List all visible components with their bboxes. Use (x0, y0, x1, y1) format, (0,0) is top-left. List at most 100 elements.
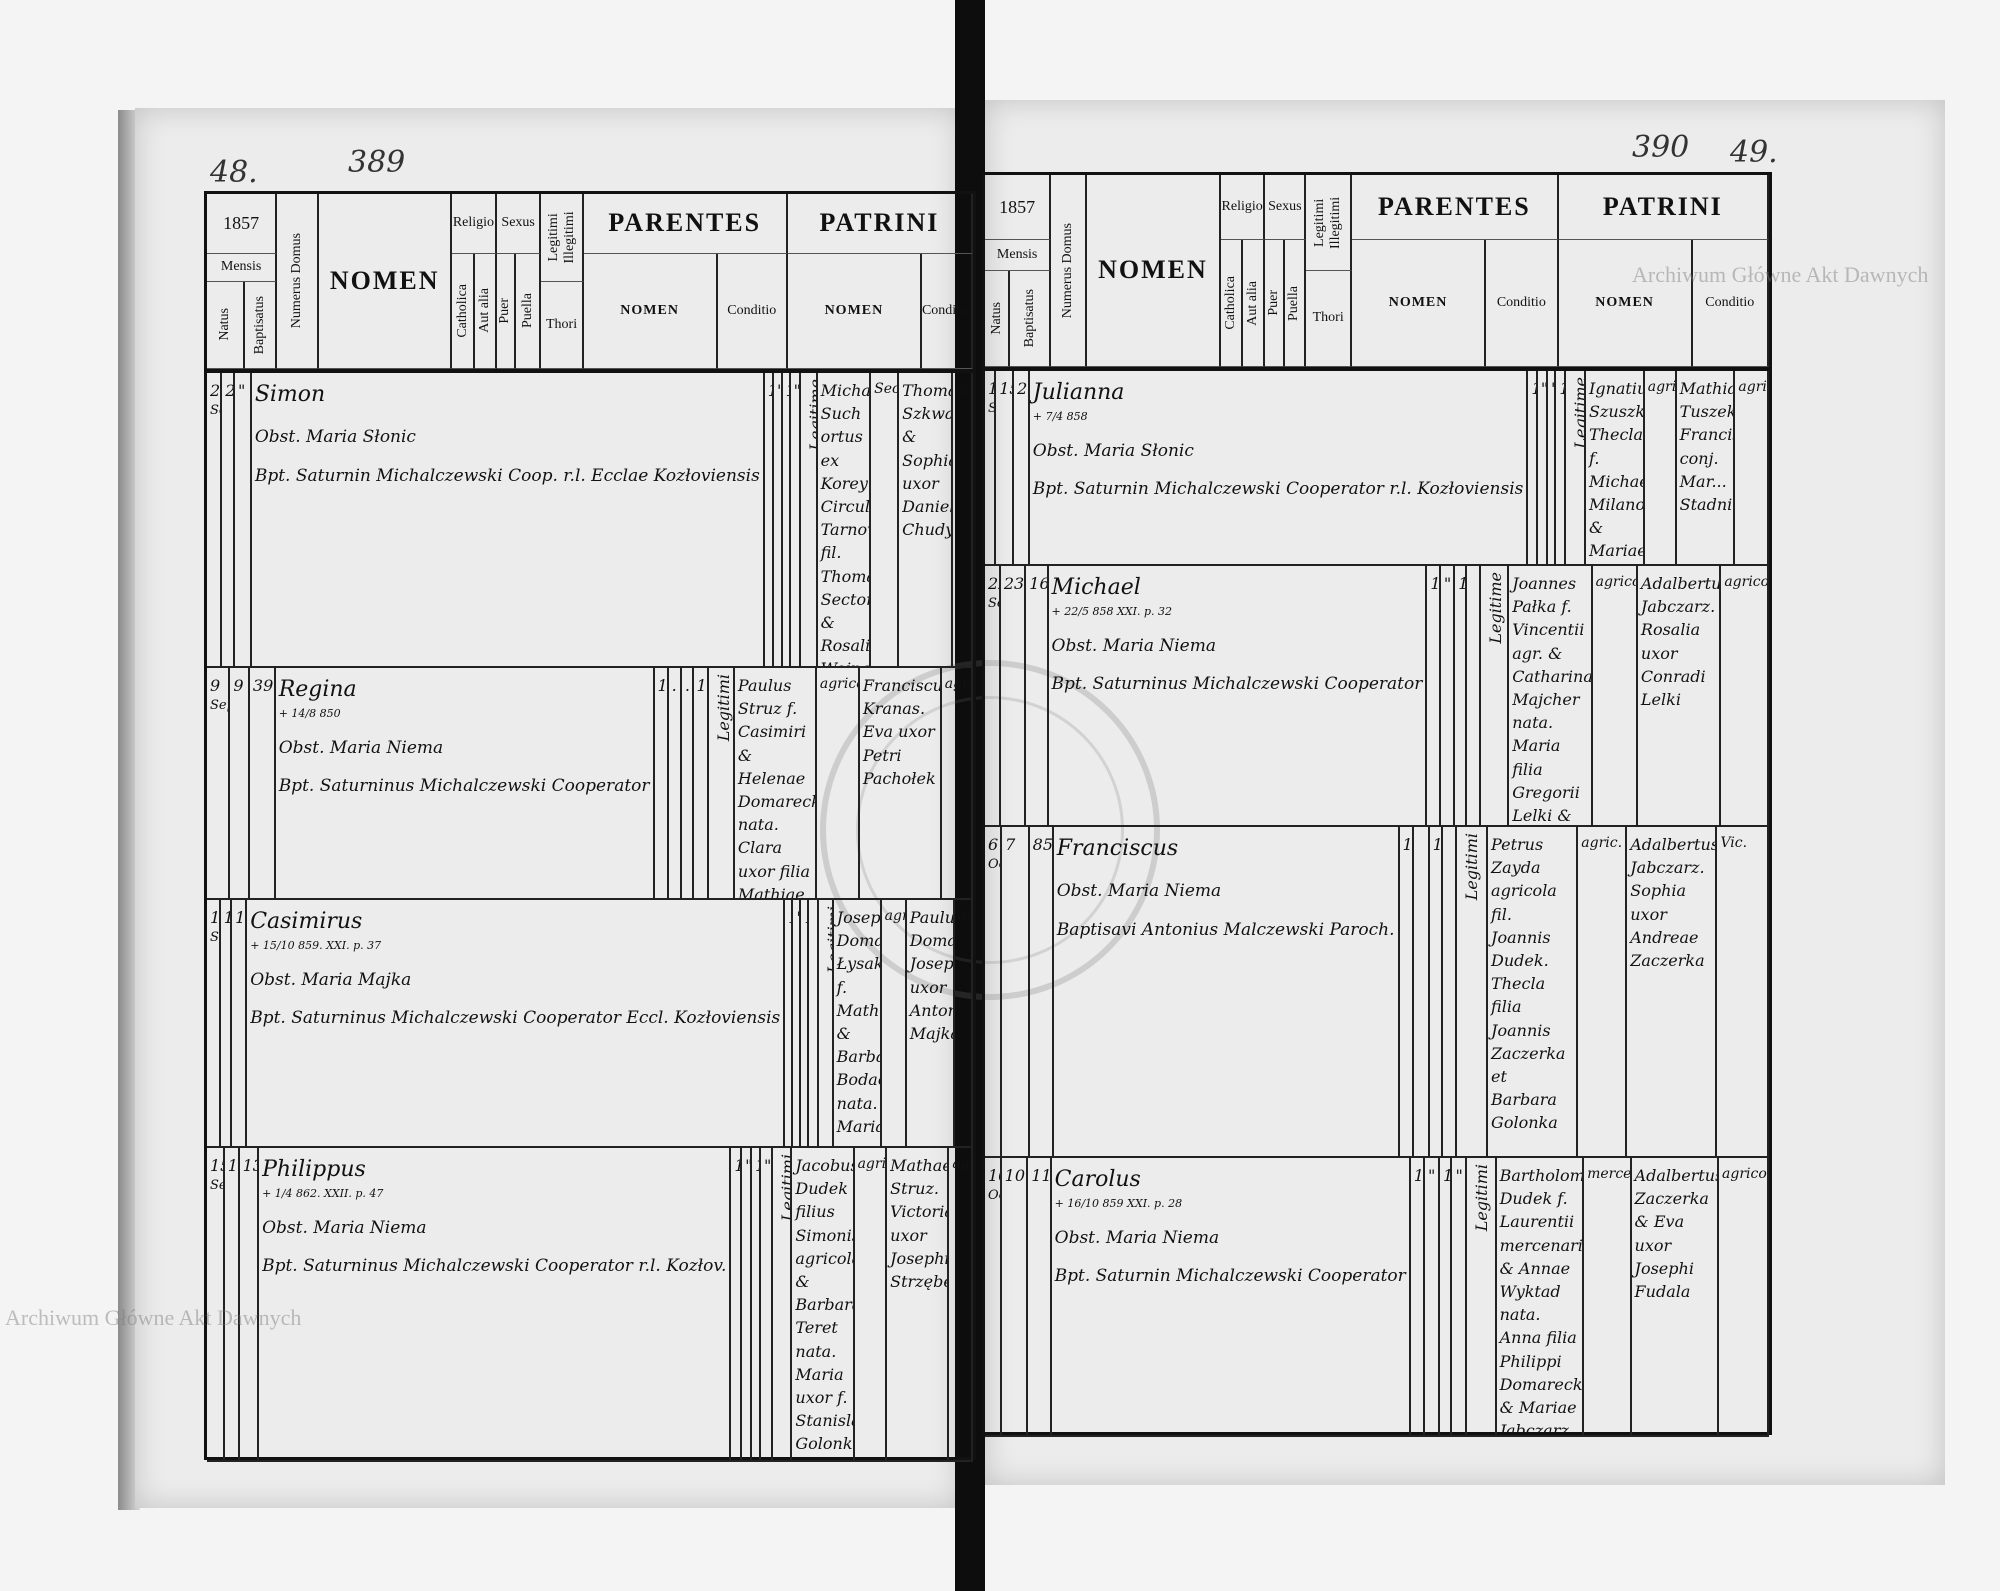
aut-alia-mark: " (1441, 566, 1456, 825)
baptisatus-day: 15 (225, 1148, 240, 1460)
archive-seal-stamp (820, 660, 1160, 1000)
header-legitimi-label: Legitimi Illegitimi (1312, 196, 1344, 249)
header-mensis: Mensis (207, 253, 278, 282)
godparents-condition: agricola (1735, 371, 1769, 564)
house-number: 16 (1026, 566, 1049, 825)
puella-mark: " (791, 373, 801, 666)
header-patrini: PATRINI (787, 194, 973, 254)
house-number: 114 (1028, 1158, 1052, 1435)
parents-names: Bartholomaeus Dudek f. Laurentii mercena… (1497, 1158, 1585, 1435)
header-numerus-domus: Numerus Domus (1051, 175, 1087, 367)
natus-day: 22 (988, 574, 999, 593)
month-label: September (988, 596, 999, 612)
puer-mark: 1 (801, 900, 810, 1146)
midwife-entry: Obst. Maria Słonic (254, 426, 416, 447)
header-sexus: Sexus (1265, 175, 1307, 241)
godparents-names: Mathaeus Struz. Victoria uxor Josephi St… (887, 1148, 950, 1460)
header-nomen-label: NOMEN (329, 266, 440, 295)
puer-mark: 1 (752, 1148, 762, 1460)
header-patrini-nomen-label: NOMEN (1595, 295, 1654, 311)
archive-watermark: Archiwum Główne Akt Dawnych (1632, 262, 1929, 287)
header-mensis-label: Mensis (220, 259, 262, 274)
header-parentes-nomen: NOMEN (583, 253, 718, 369)
header-puer: Puer (496, 253, 516, 369)
header-puella-label: Puella (519, 293, 535, 329)
header-religio: Religio (1220, 175, 1266, 241)
baptisatus-day: 23 (1001, 566, 1027, 825)
parents-names: Petrus Zayda agricola fil. Joannis Dudek… (1488, 827, 1579, 1156)
aut-alia-mark (1414, 827, 1430, 1156)
legitimacy-cell: Legitimi (1457, 827, 1489, 1156)
header-patrini-nomen: NOMEN (787, 253, 922, 369)
house-number: 135 (240, 1148, 260, 1460)
header-puer-label: Puer (1266, 290, 1281, 316)
death-note: + 1/4 862. XXII. p. 47 (262, 1186, 384, 1200)
header-sexus: Sexus (496, 194, 542, 254)
aut-alia-mark: " (793, 900, 802, 1146)
header-numerus-domus-label: Numerus Domus (289, 233, 305, 329)
baptizer-entry: Bpt. Saturnin Michalczewski Cooperator (1054, 1266, 1406, 1287)
child-name: Simon (254, 382, 326, 407)
header-sexus-label: Sexus (501, 215, 535, 231)
child-name: Regina (278, 677, 357, 702)
parents-names: Josephus Domaradzki Łysak f. Mathiae & B… (834, 900, 882, 1146)
baptizer-entry: Bpt. Saturninus Michalczewski Cooperator… (250, 1008, 781, 1029)
aut-alia-mark: " (774, 373, 783, 666)
table-header: 1857 Mensis Natus Baptisatus Numerus Domus NO… (985, 175, 1769, 371)
puella-mark (1467, 566, 1481, 825)
month-label: October (988, 1188, 1000, 1204)
nomen-cell: Simon Obst. Maria Słonic Bpt. Saturnin Mic… (252, 373, 765, 666)
header-puer-label: Puer (497, 297, 513, 324)
parents-names: Michael Such ortus ex Koreyna Circuli Ta… (818, 373, 872, 666)
header-natus-label: Natus (217, 308, 233, 342)
header-nomen: NOMEN (1086, 175, 1221, 367)
parents-condition: agricola (817, 668, 860, 898)
header-religio: Religio (452, 194, 497, 254)
baptisatus-day: 15 (996, 371, 1015, 564)
godparents-condition: agricola (1719, 1158, 1769, 1435)
natus-day: 15 (988, 377, 994, 400)
month-label: September (210, 698, 228, 714)
header-puella: Puella (515, 253, 542, 369)
baptisatus-day: 2 (222, 373, 236, 666)
header-aut-alia: Aut alia (1242, 240, 1266, 367)
header-legitimi: Legitimi Illegitimi (1306, 175, 1353, 271)
legitimacy-mark: Legitimi (777, 1154, 793, 1222)
table-header: 1857 Mensis Natus Baptisatus Numerus Domus NO… (207, 194, 973, 373)
header-baptisatus-label: Baptisatus (252, 295, 268, 354)
natus-day: 2 (210, 381, 221, 400)
header-thori-label: Thori (1312, 310, 1344, 326)
godparents-names: Paulus Domaradzki. Josepha uxor Antonii … (907, 900, 955, 1146)
nomen-cell: Franciscus Obst. Maria Niema Baptisavi Ant… (1054, 827, 1400, 1156)
baptisatus-day: 7 (1002, 827, 1030, 1156)
natus-day: 9 (210, 676, 221, 695)
puer-mark: 1 (1430, 827, 1443, 1156)
left-folio-number: 389 (348, 145, 406, 180)
header-patrini-conditio: Conditio (921, 253, 973, 369)
puer-mark: 1 (1455, 566, 1468, 825)
natus-day: 15 (210, 1156, 223, 1175)
godparents-condition: agricola (942, 668, 973, 898)
child-name: Philippus (262, 1157, 366, 1182)
legitimacy-mark: Legitimi (823, 906, 834, 974)
header-sexus-label: Sexus (1268, 199, 1302, 215)
natus-cell: 6 October (985, 827, 1003, 1156)
header-thori-label: Thori (545, 316, 578, 332)
header-parentes-nomen-label: NOMEN (620, 302, 679, 318)
natus-cell: 15September (985, 371, 997, 564)
header-parentes-nomen: NOMEN (1352, 240, 1486, 367)
midwife-entry: Obst. Maria Słonic (1032, 440, 1194, 461)
child-name: Carolus (1054, 1167, 1141, 1192)
child-name: Julianna (1032, 380, 1125, 405)
month-label: October (988, 857, 1000, 873)
godparents-names: Mathias Tuszek. Francisca conj. Mar... S… (1677, 371, 1736, 564)
midwife-entry: Obst. Maria Niema (262, 1217, 427, 1238)
header-patrini-conditio: Conditio (1692, 240, 1769, 367)
header-year: 1857 (207, 194, 278, 254)
natus-cell: 2 Septembr. (207, 373, 223, 666)
header-parentes-label: PARENTES (1378, 192, 1531, 222)
right-page-number: 49. (1730, 135, 1778, 170)
header-catholica: Catholica (452, 253, 476, 369)
puella-mark (809, 900, 819, 1146)
